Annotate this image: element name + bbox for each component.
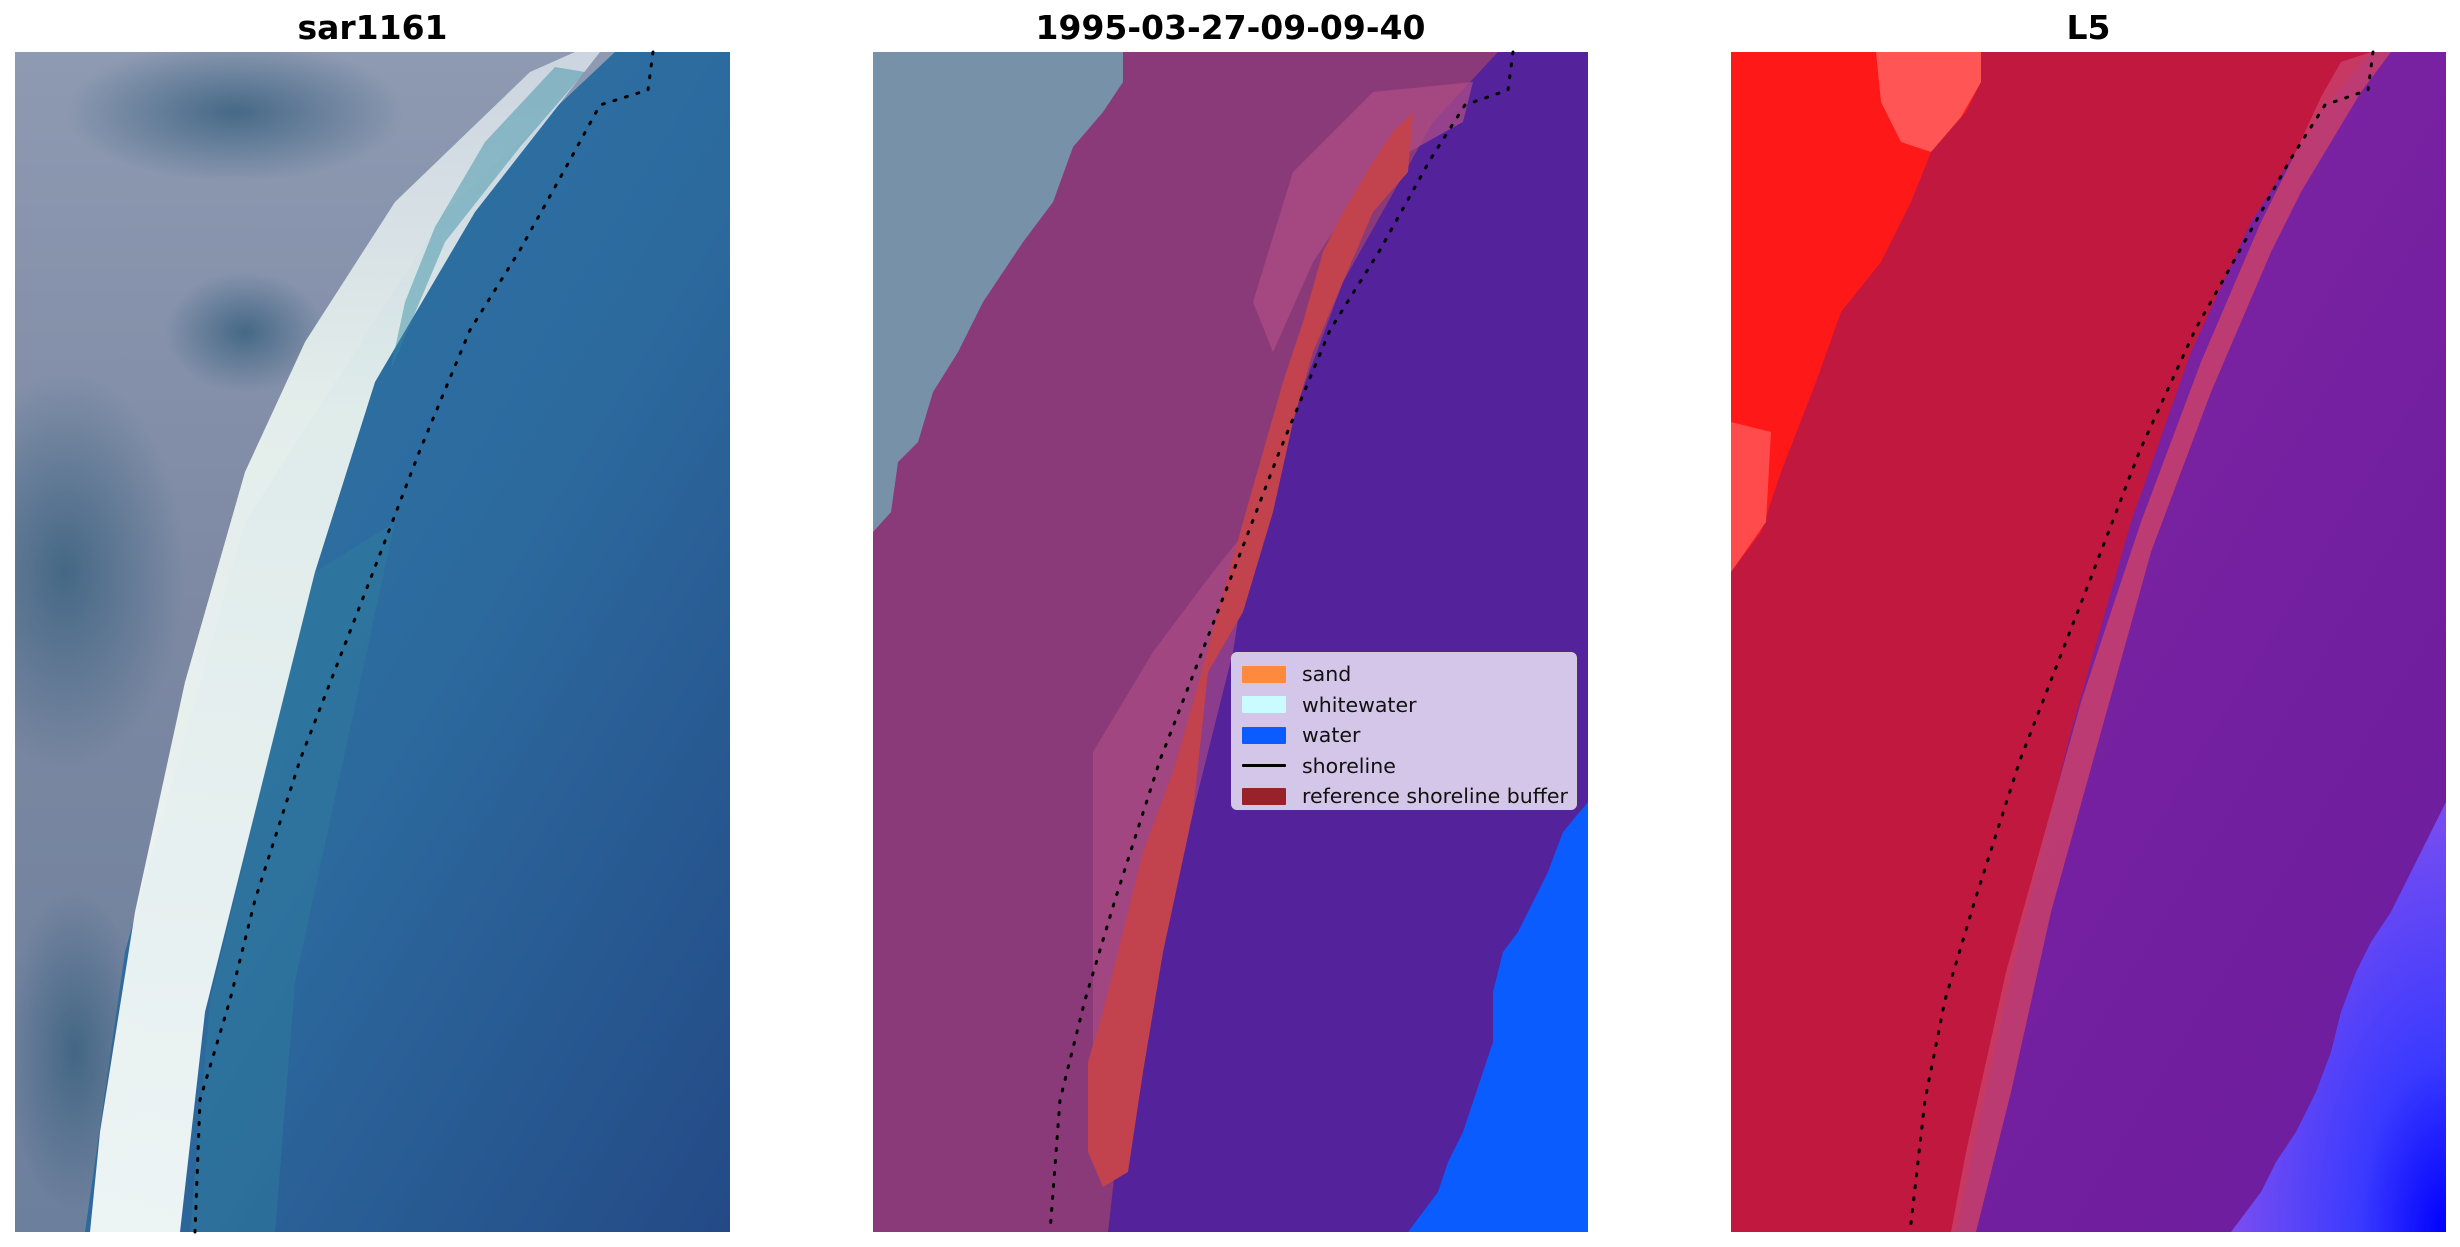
legend-item-sand: sand [1242, 659, 1566, 690]
buffer-swatch-icon [1242, 787, 1286, 805]
legend-item-whitewater: whitewater [1242, 690, 1566, 721]
legend-label: reference shoreline buffer [1302, 784, 1568, 809]
classification-panel [873, 52, 1588, 1232]
panel-title-index: L5 [2066, 8, 2111, 47]
water-swatch-icon [1242, 726, 1286, 744]
whitewater-swatch-icon [1242, 696, 1286, 714]
index-image [1731, 52, 2446, 1232]
legend-label: whitewater [1302, 692, 1417, 717]
classification-image [873, 52, 1588, 1232]
legend-item-shoreline: shoreline [1242, 751, 1566, 782]
legend-item-water: water [1242, 720, 1566, 751]
sand-swatch-icon [1242, 665, 1286, 683]
rgb-image [15, 52, 730, 1232]
legend-label: shoreline [1302, 753, 1396, 778]
legend-label: sand [1302, 662, 1352, 687]
index-panel [1731, 52, 2446, 1232]
legend-label: water [1302, 723, 1361, 748]
legend-item-reference-buffer: reference shoreline buffer [1242, 781, 1568, 812]
shoreline-line-icon [1242, 764, 1286, 768]
panel-title-rgb: sar1161 [297, 8, 448, 47]
legend: sand whitewater water shoreline referenc… [1231, 652, 1577, 810]
rgb-image-panel [15, 52, 730, 1232]
panel-title-classification: 1995-03-27-09-09-40 [1035, 8, 1426, 47]
